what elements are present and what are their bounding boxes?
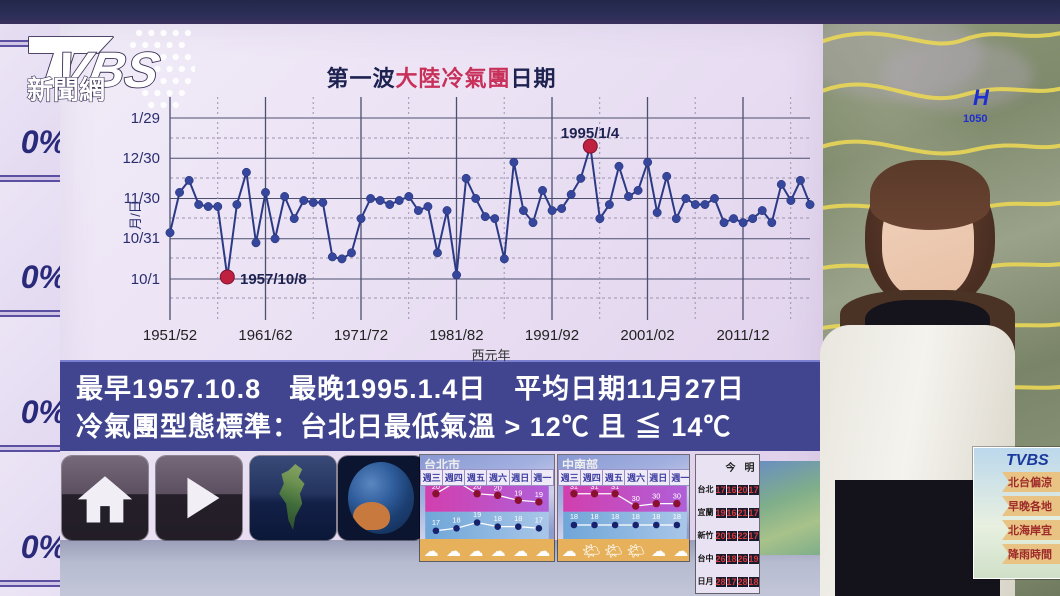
svg-text:18: 18 <box>514 514 522 523</box>
svg-text:18: 18 <box>452 516 460 525</box>
svg-text:19: 19 <box>473 510 481 519</box>
svg-text:30: 30 <box>652 492 660 501</box>
svg-text:30: 30 <box>673 492 681 501</box>
svg-text:19: 19 <box>514 488 522 497</box>
svg-text:18: 18 <box>590 512 598 521</box>
svg-text:18: 18 <box>494 514 502 523</box>
svg-text:18: 18 <box>611 512 619 521</box>
svg-text:新聞網: 新聞網 <box>27 75 105 105</box>
svg-text:30: 30 <box>632 494 640 503</box>
svg-text:18: 18 <box>570 512 578 521</box>
svg-text:18: 18 <box>632 512 640 521</box>
svg-text:18: 18 <box>652 512 660 521</box>
svg-text:17: 17 <box>432 518 440 527</box>
svg-text:H: H <box>973 85 990 110</box>
svg-text:17: 17 <box>535 516 543 525</box>
svg-text:1050: 1050 <box>963 113 987 125</box>
svg-text:18: 18 <box>673 512 681 521</box>
svg-text:19: 19 <box>535 490 543 499</box>
